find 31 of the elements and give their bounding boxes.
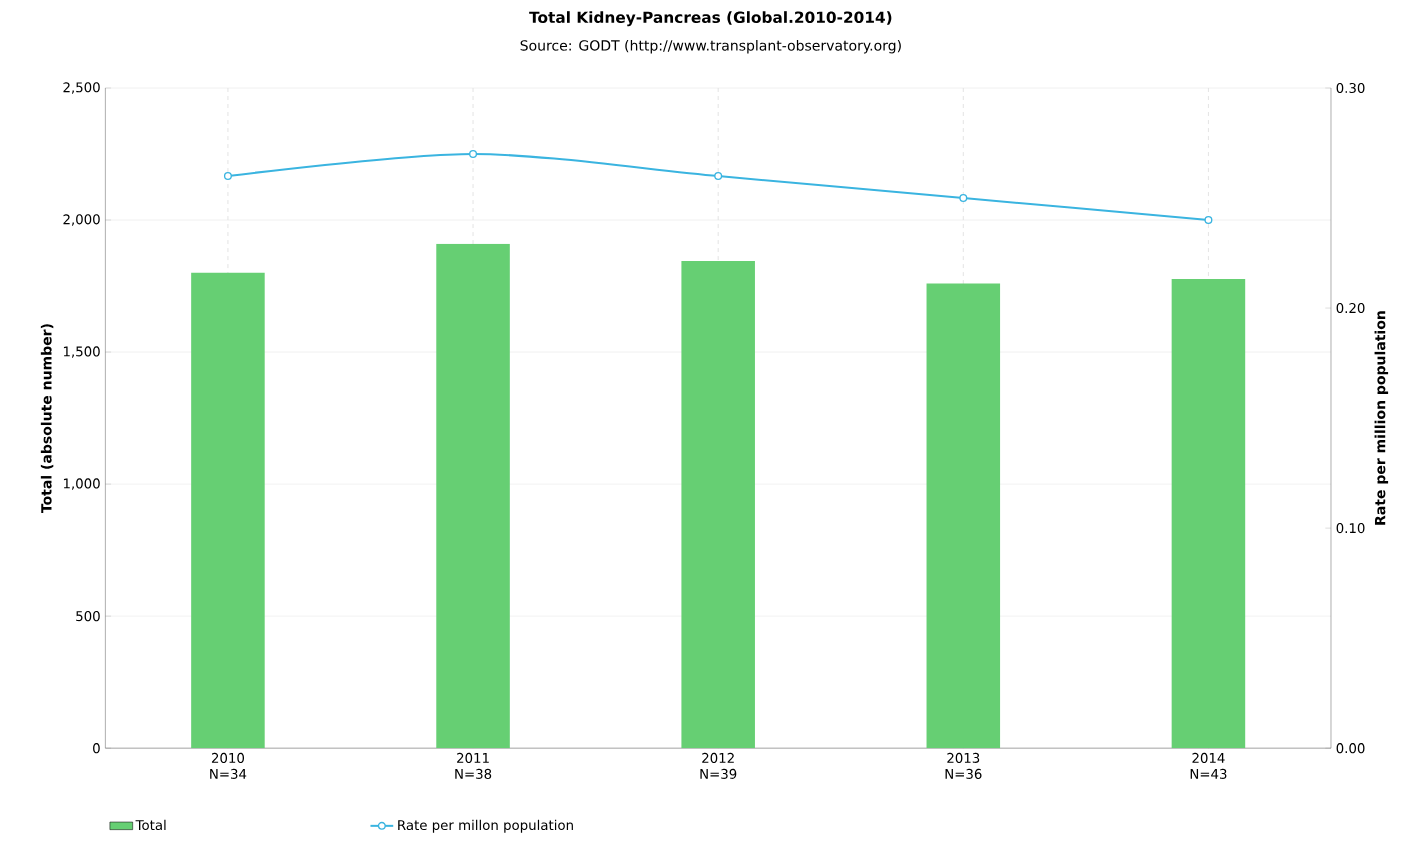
y2-tick-label: 0.30 bbox=[1336, 82, 1365, 93]
chart-title: Total Kidney-Pancreas (Global.2010-2014) bbox=[529, 11, 892, 27]
y2-axis-title: Rate per million population bbox=[1374, 311, 1389, 525]
legend-label: Rate per millon population bbox=[398, 819, 573, 833]
legend-label: Total bbox=[135, 819, 166, 831]
x-tick-label: 2010 N=34 bbox=[210, 752, 247, 779]
point bbox=[1204, 215, 1213, 224]
y-tick-label: 2,500 bbox=[63, 82, 100, 94]
x-tick-label: 2013 N=36 bbox=[945, 752, 982, 779]
x-tick-label: 2011 N=38 bbox=[455, 752, 492, 779]
y2-tick-label: 0.10 bbox=[1336, 522, 1365, 534]
y-tick-label: 0 bbox=[93, 743, 100, 754]
y-axis-title: Total (absolute number) bbox=[40, 324, 54, 514]
chart-subtitle: Source: GODT (http://www.transplant-observatory.org) bbox=[520, 39, 901, 54]
x-tick-label: 2014 N=43 bbox=[1190, 752, 1227, 779]
bar bbox=[436, 243, 510, 749]
point bbox=[714, 171, 723, 180]
point bbox=[223, 171, 232, 180]
bar bbox=[1171, 278, 1246, 749]
bar bbox=[191, 272, 265, 749]
y-tick-label: 2,000 bbox=[63, 214, 100, 226]
y-tick-label: 1,500 bbox=[63, 346, 100, 358]
point bbox=[959, 193, 968, 202]
bar bbox=[681, 260, 755, 749]
y-tick-label: 1,000 bbox=[63, 478, 100, 490]
y2-tick-label: 0.00 bbox=[1336, 743, 1365, 754]
y-tick-label: 500 bbox=[76, 610, 100, 622]
x-tick-label: 2012 N=39 bbox=[700, 752, 737, 779]
y2-tick-label: 0.20 bbox=[1336, 302, 1365, 314]
point bbox=[469, 149, 478, 158]
bar bbox=[926, 283, 1001, 749]
